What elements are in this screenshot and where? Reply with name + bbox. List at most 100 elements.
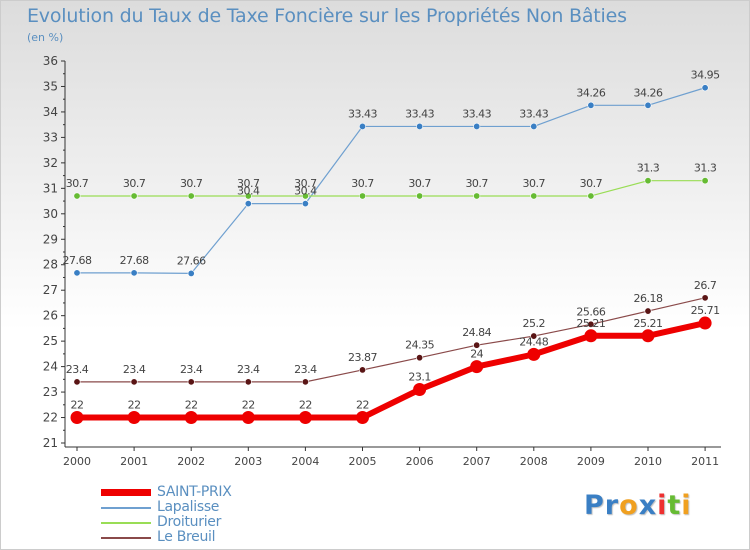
data-label-lapalisse: 33.43 (405, 107, 434, 120)
proxiti-logo: Proxiti (584, 490, 692, 521)
data-label-saint-prix: 22 (356, 399, 369, 412)
data-label-le-breuil: 26.18 (634, 292, 663, 305)
legend-item: Lapalisse (101, 500, 232, 515)
legend-swatch (101, 506, 151, 509)
data-point-droiturier (187, 192, 195, 200)
data-point-droiturier (701, 177, 709, 185)
data-point-saint-prix (356, 411, 369, 425)
data-point-le-breuil (130, 378, 138, 386)
data-point-lapalisse (187, 269, 195, 277)
data-point-lapalisse (701, 84, 709, 92)
data-label-saint-prix: 24.48 (519, 335, 548, 348)
data-label-le-breuil: 23.4 (294, 363, 317, 376)
data-point-lapalisse (644, 101, 652, 109)
data-point-droiturier (587, 192, 595, 200)
y-tick-label: 22 (43, 411, 58, 425)
data-label-saint-prix: 22 (128, 399, 141, 412)
data-label-saint-prix: 25.71 (691, 304, 720, 317)
y-tick-label: 31 (43, 181, 58, 195)
y-tick-label: 23 (43, 385, 58, 399)
data-label-saint-prix: 22 (299, 399, 312, 412)
data-label-saint-prix: 24 (470, 348, 483, 361)
series-line-saint-prix (77, 320, 706, 421)
data-point-saint-prix (413, 383, 427, 397)
data-point-saint-prix (698, 316, 712, 330)
data-point-le-breuil (473, 341, 481, 349)
legend-item: Droiturier (101, 515, 232, 530)
data-label-le-breuil: 23.4 (237, 363, 260, 376)
legend-swatch (101, 521, 151, 524)
legend-swatch (101, 489, 151, 496)
data-point-lapalisse (530, 122, 538, 130)
y-tick-label: 21 (43, 436, 58, 450)
data-point-le-breuil (416, 354, 424, 362)
line-chart: 21 22 23 24 25 26 27 28 29 30 31 32 33 34 35 36 2000 2001… (43, 54, 721, 468)
data-label-le-breuil: 23.4 (66, 363, 89, 376)
series-line-droiturier (77, 180, 706, 197)
data-point-le-breuil (187, 378, 195, 386)
series-line-le-breuil (77, 297, 706, 383)
data-point-lapalisse (130, 269, 138, 277)
data-label-lapalisse: 33.43 (348, 107, 377, 120)
data-label-le-breuil: 24.84 (462, 326, 491, 339)
data-point-le-breuil (301, 378, 309, 386)
data-point-saint-prix (298, 411, 312, 425)
y-tick-label: 36 (43, 54, 58, 68)
data-label-droiturier: 31.3 (694, 162, 717, 175)
data-point-le-breuil (73, 378, 81, 386)
data-label-lapalisse: 34.26 (576, 86, 605, 99)
data-point-saint-prix (584, 329, 598, 343)
data-point-lapalisse (73, 269, 81, 277)
data-label-droiturier: 30.7 (408, 177, 431, 190)
y-tick-label: 28 (43, 258, 58, 272)
data-label-saint-prix: 25.21 (634, 317, 663, 330)
data-label-lapalisse: 33.43 (462, 107, 491, 120)
series-line-lapalisse (77, 87, 706, 274)
data-point-droiturier (244, 192, 252, 200)
data-label-le-breuil: 23.87 (348, 351, 377, 364)
x-tick-label: 2007 (463, 455, 491, 468)
data-label-droiturier: 30.7 (580, 177, 603, 190)
data-label-le-breuil: 26.7 (694, 279, 717, 292)
data-label-droiturier: 30.7 (294, 177, 317, 190)
data-label-droiturier: 30.7 (123, 177, 146, 190)
data-point-saint-prix (184, 411, 198, 425)
data-point-droiturier (73, 192, 81, 200)
y-tick-label: 24 (43, 360, 58, 374)
data-point-le-breuil (587, 320, 595, 328)
data-point-lapalisse (358, 122, 366, 130)
data-point-droiturier (530, 192, 538, 200)
legend-item: Le Breuil (101, 530, 232, 545)
data-label-lapalisse: 34.26 (634, 86, 663, 99)
data-point-saint-prix (527, 347, 541, 361)
data-point-le-breuil (244, 378, 252, 386)
data-point-droiturier (301, 192, 309, 200)
data-label-droiturier: 30.7 (237, 177, 260, 190)
data-label-saint-prix: 22 (185, 399, 198, 412)
y-tick-label: 27 (43, 283, 58, 297)
data-label-lapalisse: 30.4 (237, 185, 260, 198)
legend: SAINT-PRIX Lapalisse Droiturier Le Breuil (101, 485, 232, 545)
data-label-droiturier: 31.3 (637, 162, 660, 175)
data-label-le-breuil: 25.66 (576, 305, 605, 318)
data-label-lapalisse: 33.43 (519, 107, 548, 120)
legend-item: SAINT-PRIX (101, 485, 232, 500)
data-label-lapalisse: 27.68 (63, 254, 92, 267)
x-tick-label: 2001 (120, 455, 148, 468)
data-point-saint-prix (470, 360, 484, 374)
page-title: Evolution du Taux de Taxe Foncière sur l… (27, 5, 627, 27)
data-label-saint-prix: 23.1 (408, 371, 431, 384)
data-label-droiturier: 30.7 (465, 177, 488, 190)
data-point-droiturier (358, 192, 366, 200)
legend-label: SAINT-PRIX (157, 484, 232, 500)
data-point-saint-prix (241, 411, 255, 425)
x-tick-label: 2002 (177, 455, 205, 468)
legend-label: Droiturier (157, 514, 222, 530)
data-point-saint-prix (641, 329, 655, 343)
x-tick-label: 2008 (520, 455, 548, 468)
data-label-saint-prix: 25.21 (576, 317, 605, 330)
data-label-droiturier: 30.7 (351, 177, 374, 190)
y-tick-label: 32 (43, 156, 58, 170)
data-label-lapalisse: 34.95 (691, 69, 720, 82)
